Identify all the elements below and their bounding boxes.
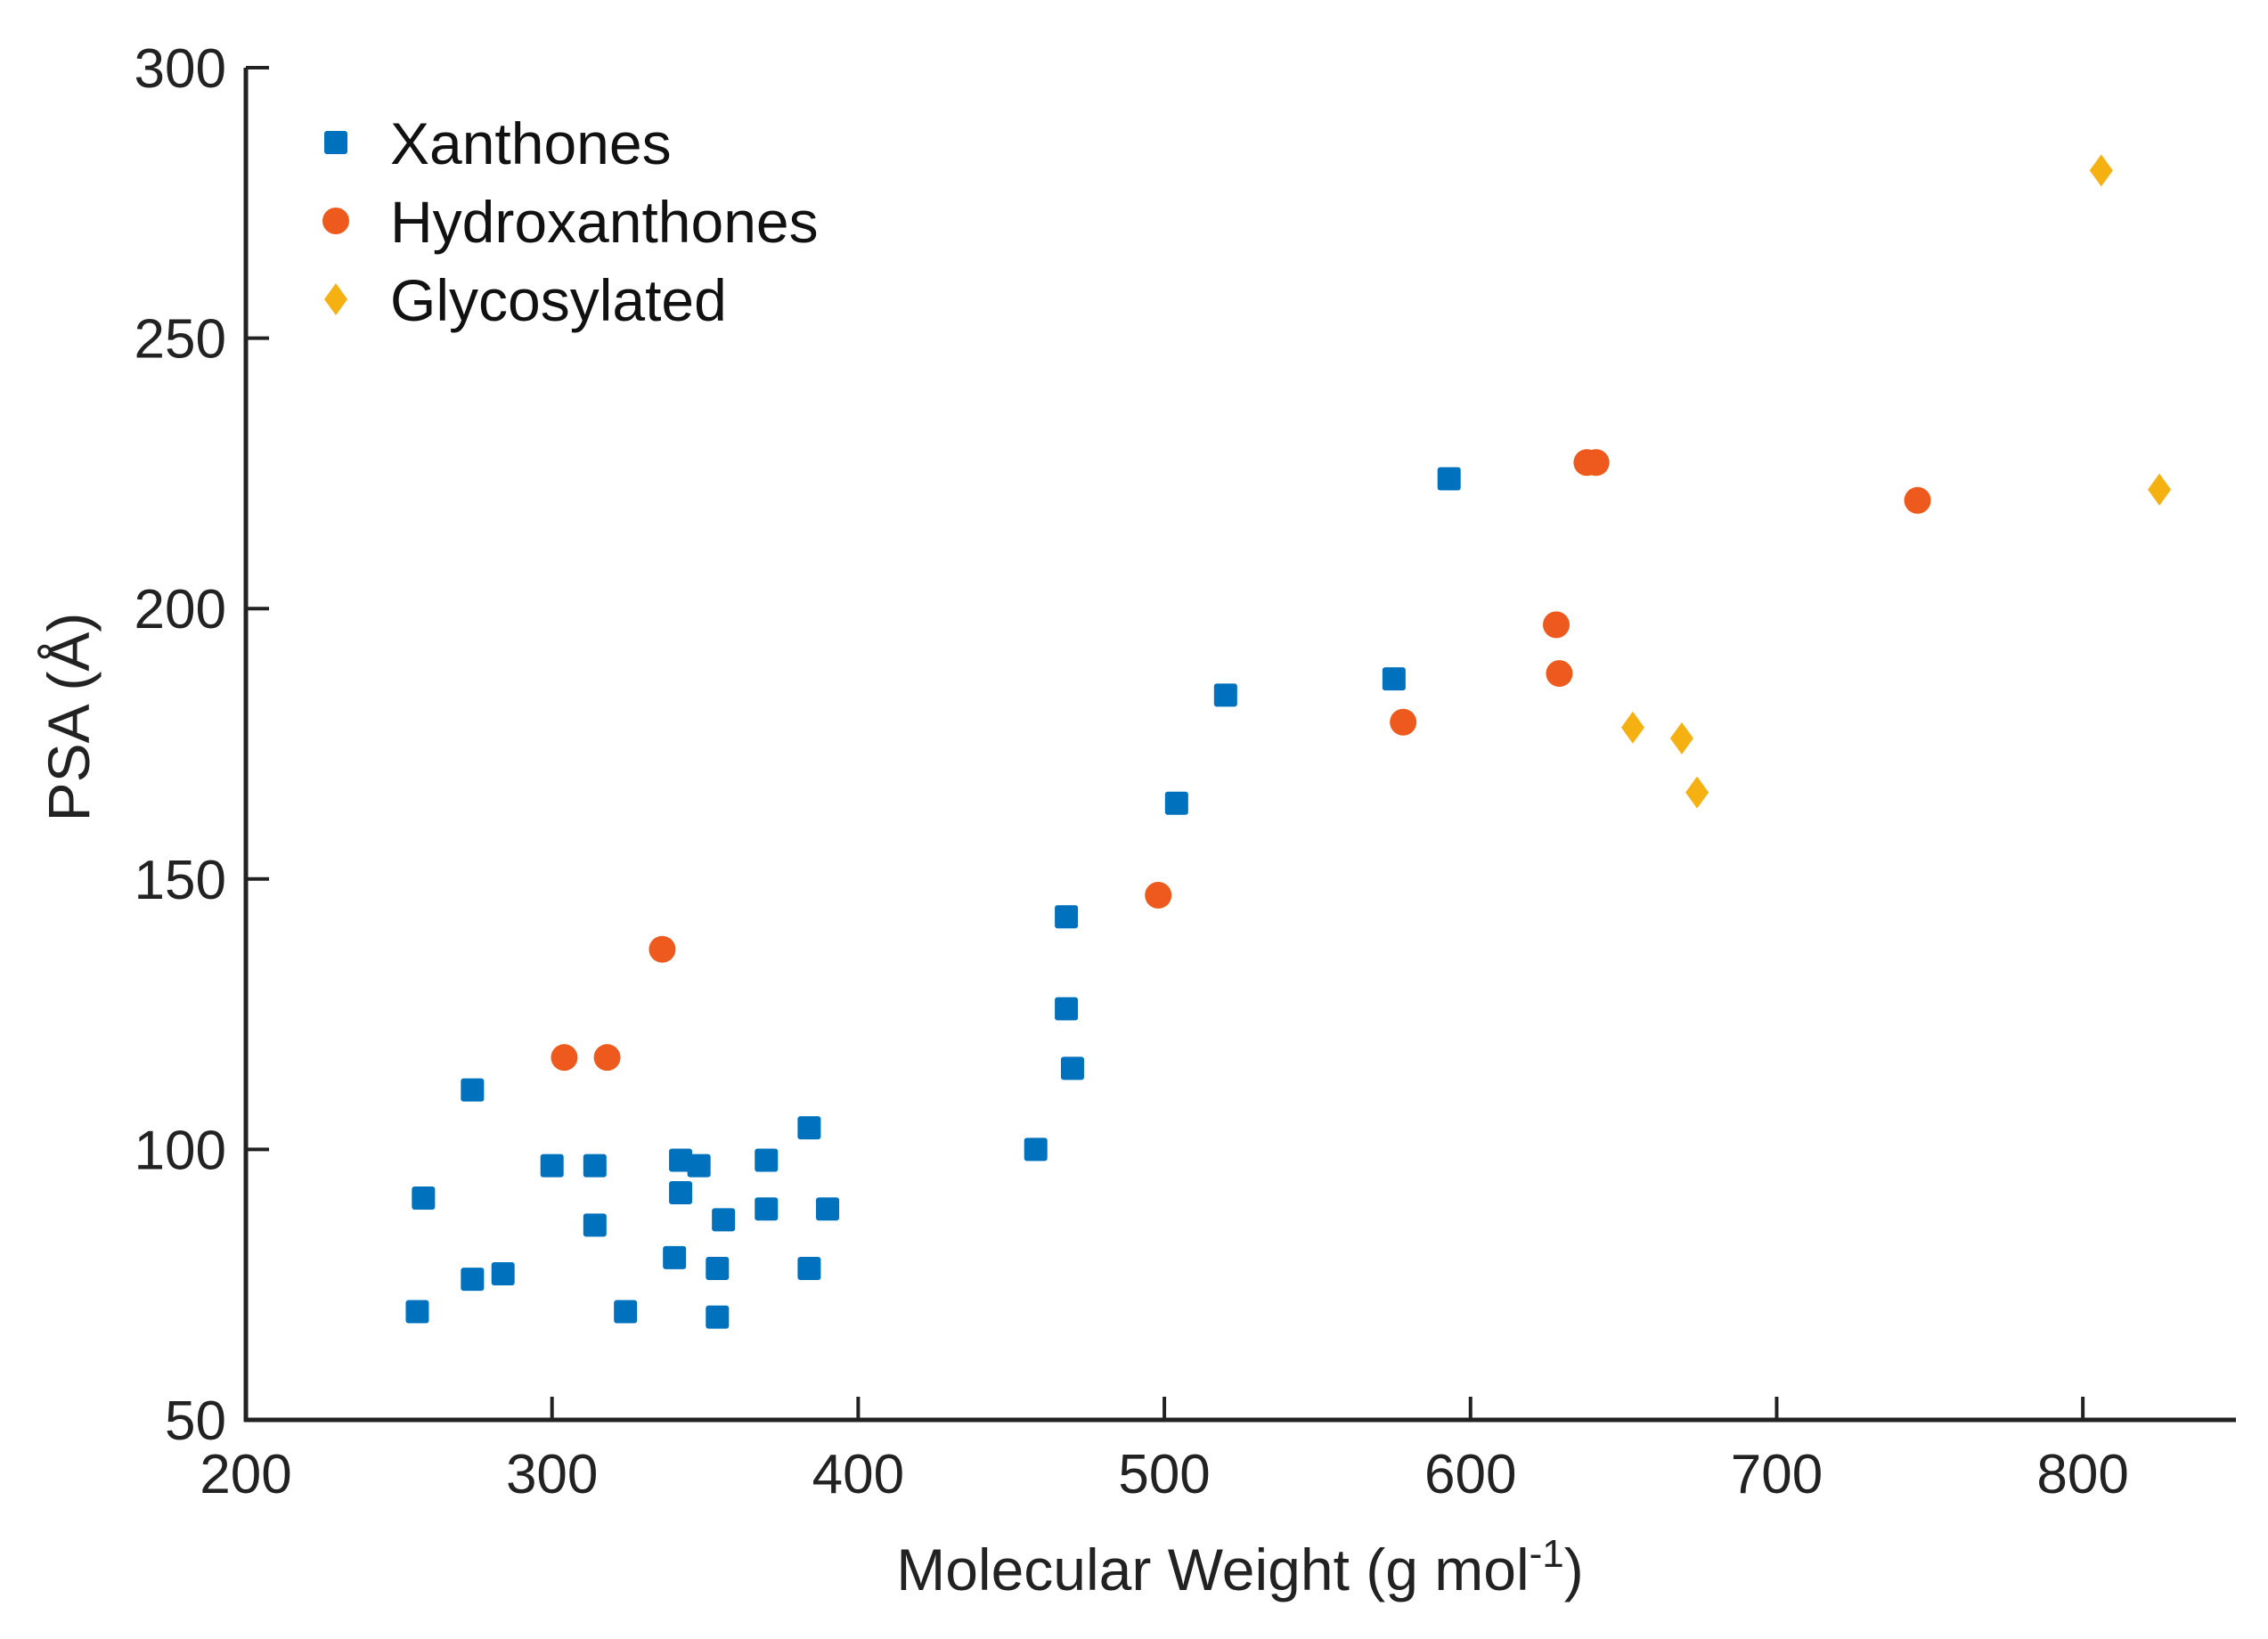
data-point (614, 1300, 638, 1324)
x-tick-label: 400 (812, 1444, 904, 1505)
x-tick-label: 600 (1424, 1444, 1516, 1505)
data-point (649, 935, 676, 963)
data-point (706, 1256, 730, 1280)
x-tick-label: 300 (506, 1444, 598, 1505)
x-tick-label: 500 (1118, 1444, 1210, 1505)
data-point (405, 1300, 429, 1324)
data-point (1055, 905, 1079, 929)
legend-label: Xanthones (390, 110, 672, 176)
data-point (706, 1305, 730, 1329)
y-tick-label: 50 (165, 1390, 226, 1452)
legend-item: Glycosylated (324, 267, 727, 333)
data-point (593, 1044, 621, 1072)
y-axis-label: PSA (Å) (36, 613, 102, 822)
data-point (583, 1154, 607, 1178)
data-point (797, 1116, 821, 1140)
y-tick-label: 250 (135, 309, 226, 371)
data-point (2148, 473, 2172, 506)
data-point (797, 1256, 821, 1280)
y-tick-label: 100 (135, 1120, 226, 1181)
data-point (491, 1262, 515, 1286)
data-point (1582, 449, 1610, 477)
x-axis-label: Molecular Weight (g mol-1) (896, 1532, 1583, 1602)
data-point (412, 1186, 436, 1211)
data-point (755, 1148, 779, 1172)
legend-item: Xanthones (324, 110, 672, 176)
x-tick-label: 200 (200, 1444, 291, 1505)
data-point (1060, 1056, 1084, 1080)
data-point (551, 1044, 578, 1072)
x-tick-label: 800 (2036, 1444, 2128, 1505)
legend-marker (322, 208, 349, 234)
x-axis-label-superscript: -1 (1530, 1532, 1564, 1576)
x-axis-label-suffix: ) (1564, 1537, 1584, 1602)
data-point (2089, 154, 2113, 187)
data-point (669, 1180, 693, 1204)
x-axis-label-main: Molecular Weight (g mol (896, 1537, 1529, 1602)
y-tick-label: 150 (135, 850, 226, 911)
data-point (816, 1197, 840, 1221)
axes (243, 68, 2236, 1423)
series-xanthones (405, 467, 1461, 1329)
data-point (1543, 611, 1570, 639)
data-point (669, 1148, 693, 1172)
data-point (687, 1154, 711, 1178)
ticks: 200 300 400 500 600 700 800 50 100 150 200 250 300 (135, 38, 2129, 1505)
y-tick-label: 200 (135, 579, 226, 640)
data-point (1055, 997, 1079, 1021)
legend-item: Hydroxanthones (322, 189, 819, 255)
data-point (1546, 660, 1573, 688)
data-point (540, 1154, 564, 1178)
data-point (755, 1197, 779, 1221)
series-glycosylated (1620, 154, 2172, 809)
legend: Xanthones Hydroxanthones Glycosylated (322, 110, 819, 333)
data-point (1145, 882, 1172, 909)
data-point (1685, 776, 1709, 809)
data-point (1390, 708, 1417, 736)
y-tick-label: 300 (135, 38, 226, 100)
data-point (1024, 1138, 1048, 1162)
data-point (663, 1245, 687, 1269)
legend-marker (324, 131, 347, 154)
data-point (1904, 486, 1931, 514)
legend-label: Hydroxanthones (390, 189, 819, 255)
legend-label: Glycosylated (390, 267, 727, 333)
data-point (1213, 683, 1237, 707)
legend-marker (324, 283, 347, 315)
data-point (712, 1208, 736, 1232)
data-point (461, 1268, 485, 1292)
data-points (405, 154, 2172, 1329)
x-tick-label: 700 (1731, 1444, 1823, 1505)
data-point (461, 1078, 485, 1102)
data-point (1620, 711, 1644, 744)
data-point (1669, 722, 1693, 754)
data-point (1437, 467, 1461, 491)
data-point (583, 1213, 607, 1237)
series-hydroxanthones (551, 449, 1931, 1072)
data-point (1382, 667, 1406, 691)
data-point (1164, 791, 1188, 815)
